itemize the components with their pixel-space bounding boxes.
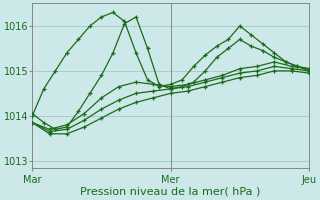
X-axis label: Pression niveau de la mer( hPa ): Pression niveau de la mer( hPa )	[80, 187, 261, 197]
